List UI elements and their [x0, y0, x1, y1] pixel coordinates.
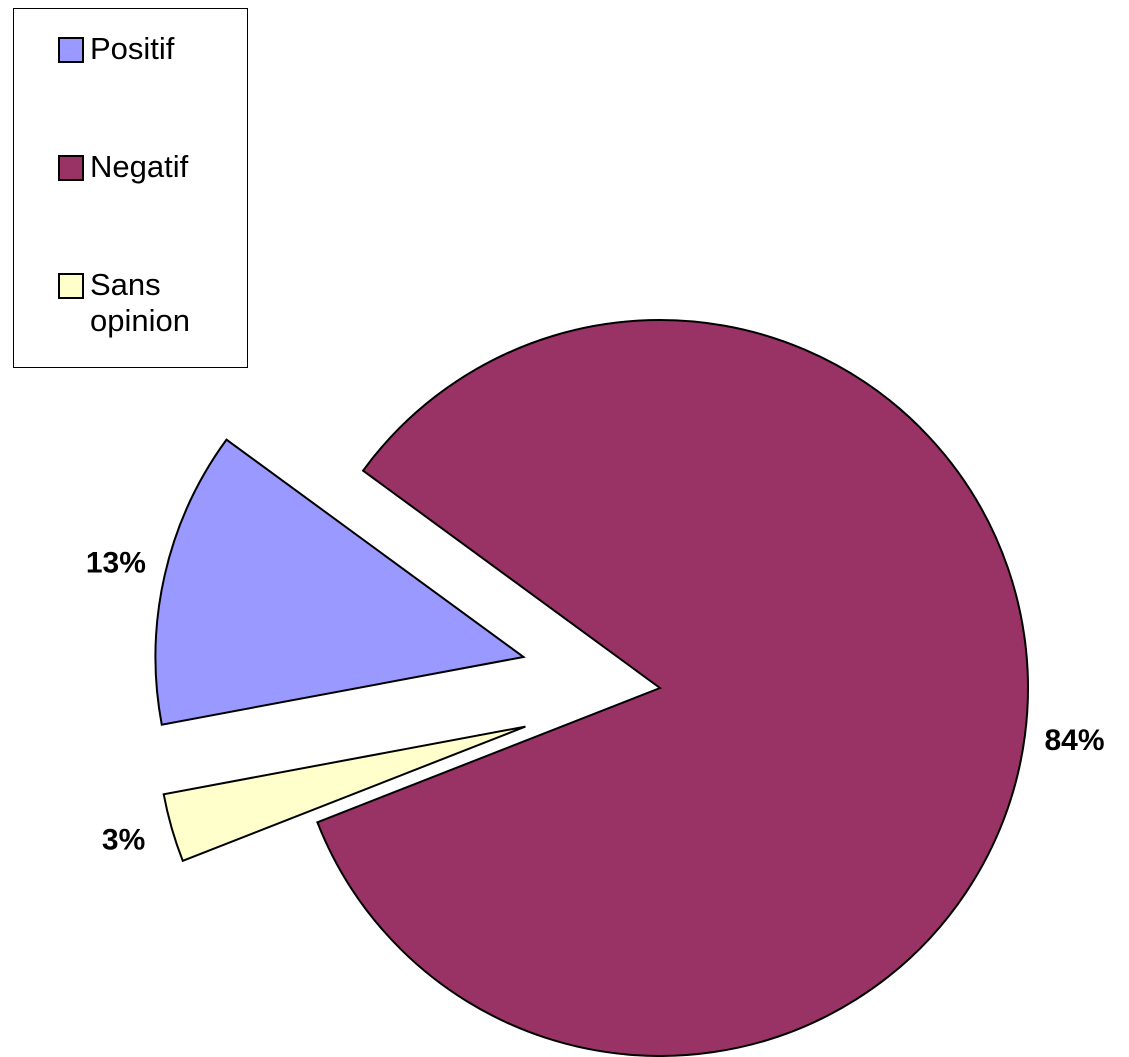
legend-label: Sans opinion: [90, 267, 190, 338]
legend-item: Sans opinion: [58, 267, 238, 339]
legend-swatch: [58, 155, 84, 181]
pie-slice: [162, 725, 526, 863]
pie-slice: [316, 319, 1029, 1057]
legend: Positif Negatif Sans opinion: [13, 8, 248, 368]
legend-swatch: [58, 273, 84, 299]
legend-item: Negatif: [58, 149, 238, 185]
data-label: 13%: [86, 546, 146, 579]
data-label: 3%: [102, 824, 145, 857]
legend-label: Negatif: [90, 149, 189, 184]
pie-slice: [154, 438, 526, 726]
legend-label: Positif: [90, 31, 175, 66]
data-label: 84%: [1044, 724, 1104, 757]
legend-swatch: [58, 37, 84, 63]
legend-item: Positif: [58, 31, 238, 67]
